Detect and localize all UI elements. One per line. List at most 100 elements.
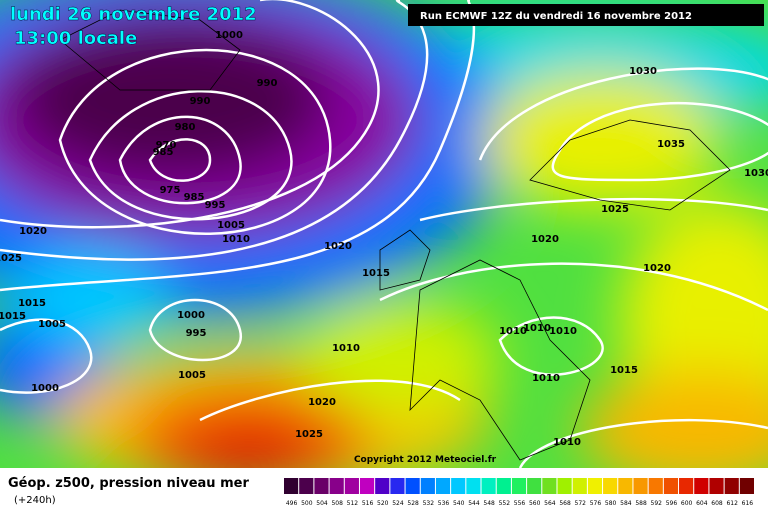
scale-swatch [329, 478, 344, 494]
isobar-label: 1010 [499, 326, 527, 337]
isobar-label: 995 [186, 328, 207, 339]
scale-label: 504 [316, 500, 328, 507]
scale-swatch [648, 478, 663, 494]
scale-label: 600 [681, 500, 693, 507]
scale-label: 544 [468, 500, 480, 507]
coastlines [59, 9, 731, 461]
isobar-label: 1015 [18, 298, 46, 309]
scale-swatch [435, 478, 451, 494]
scale-label: 588 [635, 500, 647, 507]
isobar-label: 1020 [643, 263, 671, 274]
scale-swatch [618, 478, 633, 494]
copyright: Copyright 2012 Meteociel.fr [354, 455, 497, 465]
isobar-label: 1005 [178, 370, 206, 381]
isobar-label: 1025 [0, 253, 22, 264]
scale-swatch [587, 478, 603, 494]
isobar-label: 990 [257, 78, 278, 89]
isobar-label: 1020 [531, 234, 559, 245]
footer-lead: (+240h) [14, 495, 56, 506]
scale-label: 520 [377, 500, 389, 507]
scale-label: 536 [438, 500, 450, 507]
isobar-labels: 1000990990980970985975985995100510101020… [0, 30, 768, 448]
scale-label: 572 [575, 500, 587, 507]
scale-swatch [299, 478, 314, 494]
isobar-label: 995 [205, 200, 226, 211]
scale-swatch [542, 478, 557, 494]
scale-label: 616 [742, 500, 754, 507]
isobar-label: 1035 [657, 139, 685, 150]
scale-label: 612 [726, 500, 738, 507]
isobar-label: 1010 [332, 343, 360, 354]
run-box [408, 4, 764, 26]
scale-swatch [359, 478, 375, 494]
isobar-label: 1010 [553, 437, 581, 448]
isobar-label: 1000 [31, 383, 59, 394]
isobar-label: 1030 [744, 168, 768, 179]
time: 13:00 locale [14, 28, 137, 49]
scale-swatch [496, 478, 511, 494]
isobar-label: 985 [153, 147, 174, 158]
footer-title: Géop. z500, pression niveau mer [8, 476, 249, 491]
scale-label: 532 [423, 500, 435, 507]
scale-swatch [663, 478, 679, 494]
scale-label: 508 [331, 500, 343, 507]
scale-swatch [694, 478, 709, 494]
scale-swatch [511, 478, 527, 494]
scale-swatch [709, 478, 724, 494]
isobar-label: 1010 [532, 373, 560, 384]
scale-label: 564 [544, 500, 556, 507]
isobar-label: 1015 [610, 365, 638, 376]
scale-label: 568 [559, 500, 571, 507]
scale-swatch [739, 478, 754, 494]
scale-label: 584 [620, 500, 632, 507]
isobar-label: 1010 [549, 326, 577, 337]
scale-swatch [481, 478, 496, 494]
isobar-label: 1010 [222, 234, 250, 245]
scale-label: 496 [286, 500, 298, 507]
scale-label: 592 [651, 500, 663, 507]
scale-swatch [679, 478, 694, 494]
isobar-label: 1000 [177, 310, 205, 321]
scale-label: 604 [696, 500, 708, 507]
isobar-label: 1010 [523, 323, 551, 334]
scale-swatch [344, 478, 359, 494]
isobar-label: 990 [190, 96, 211, 107]
color-scale: 496 500 504 508 512 516 520 524 528 532 536 540 544 5… [284, 478, 754, 507]
scale-label: 580 [605, 500, 617, 507]
isobar-label: 975 [160, 185, 181, 196]
scale-label: 556 [514, 500, 526, 507]
scale-swatch [724, 478, 739, 494]
scale-swatch [390, 478, 405, 494]
scale-label: 540 [453, 500, 465, 507]
date: lundi 26 novembre 2012 [10, 4, 257, 25]
scale-label: 512 [347, 500, 359, 507]
isobar-label: 1020 [308, 397, 336, 408]
scale-label: 596 [666, 500, 678, 507]
scale-swatch [284, 478, 299, 494]
isobar-label: 1000 [215, 30, 243, 41]
isobar-label: 1020 [19, 226, 47, 237]
isobar-label: 1025 [295, 429, 323, 440]
scale-swatch [451, 478, 466, 494]
scale-label: 552 [499, 500, 511, 507]
isobar-label: 1005 [217, 220, 245, 231]
scale-label: 608 [711, 500, 723, 507]
scale-swatch [527, 478, 542, 494]
scale-swatch [405, 478, 420, 494]
scale-swatch [420, 478, 435, 494]
isobar-label: 1030 [629, 66, 657, 77]
scale-label: 524 [392, 500, 404, 507]
run-label: Run ECMWF 12Z du vendredi 16 novembre 20… [420, 11, 692, 22]
scale-swatch [572, 478, 587, 494]
scale-swatch [314, 478, 329, 494]
scale-label: 548 [483, 500, 495, 507]
isobar-label: 985 [184, 192, 205, 203]
isobar-label: 1015 [0, 311, 26, 322]
isobar-label: 980 [175, 122, 196, 133]
scale-label: 576 [590, 500, 602, 507]
scale-label: 516 [362, 500, 374, 507]
scale-swatch [466, 478, 481, 494]
scale-swatch [603, 478, 618, 494]
